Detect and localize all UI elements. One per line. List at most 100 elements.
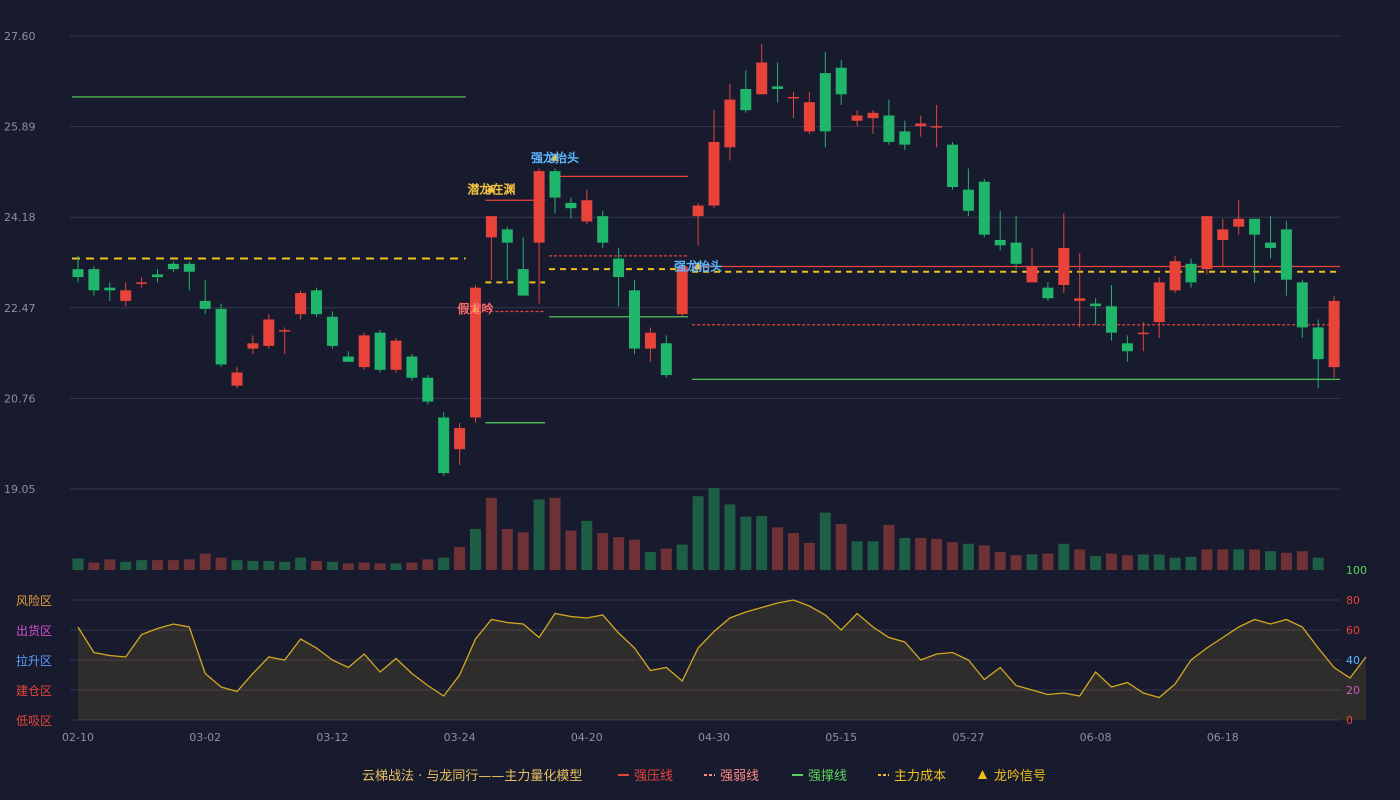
candle-body	[899, 131, 911, 145]
volume-bar	[1296, 551, 1308, 570]
volume-bar	[1106, 553, 1117, 570]
volume-bar	[772, 527, 784, 570]
candles	[72, 43, 1340, 476]
candle-body	[406, 356, 418, 378]
volume-bar	[1217, 549, 1229, 570]
volume-bars	[72, 488, 1324, 570]
osc-tick-label: 60	[1346, 624, 1360, 637]
candle-body	[1010, 242, 1022, 264]
candle-body	[1137, 332, 1149, 335]
candle-body	[708, 141, 720, 206]
volume-bar	[1169, 557, 1181, 570]
candle-body	[835, 67, 847, 95]
candle-body	[819, 73, 831, 132]
volume-bar	[788, 533, 799, 570]
volume-bar	[851, 541, 863, 570]
candle-body	[374, 332, 386, 370]
candle-body	[279, 330, 291, 332]
candle-body	[1074, 298, 1086, 301]
candle-body	[263, 319, 275, 346]
volume-bar	[819, 512, 831, 570]
legend-label: 强弱线	[720, 769, 759, 784]
volume-bar	[1026, 554, 1038, 570]
volume-bar	[501, 529, 513, 570]
zone-label: 风险区	[16, 593, 52, 608]
legend-label: 龙吟信号	[994, 768, 1046, 784]
signal-marker	[487, 184, 496, 193]
signal-label: 假龙吟	[457, 301, 493, 316]
date-tick-label: 05-27	[952, 731, 984, 744]
date-tick-label: 04-20	[571, 731, 603, 744]
date-tick-label: 06-18	[1207, 731, 1239, 744]
candle-body	[788, 96, 799, 99]
candle-body	[549, 171, 561, 198]
volume-bar	[326, 561, 338, 570]
osc-area	[78, 600, 1366, 720]
candle-body	[915, 123, 927, 127]
zone-label: 低吸区	[16, 714, 52, 728]
volume-bar	[803, 542, 815, 570]
volume-bar	[597, 533, 609, 570]
volume-bar	[247, 560, 259, 570]
candle-body	[772, 86, 784, 89]
candle-body	[1265, 242, 1276, 248]
candle-body	[517, 269, 529, 296]
candle-body	[167, 263, 179, 270]
price-tick-label: 27.60	[4, 30, 36, 43]
volume-bar	[724, 504, 736, 570]
candle-body	[104, 287, 116, 291]
volume-bar	[390, 563, 402, 570]
candle-body	[215, 308, 227, 365]
candle-body	[247, 343, 259, 349]
candle-body	[1026, 266, 1038, 283]
volume-bar	[629, 539, 640, 570]
volume-bar	[1042, 553, 1054, 570]
volume-bar	[947, 542, 958, 570]
volume-bar	[152, 560, 163, 570]
volume-bar	[676, 544, 688, 570]
volume-bar	[311, 560, 322, 570]
osc-tick-label: 40	[1346, 654, 1360, 667]
candle-body	[1042, 287, 1054, 299]
candle-body	[947, 144, 958, 187]
volume-bar	[1090, 556, 1102, 570]
candle-body	[1090, 303, 1102, 307]
volume-bar	[183, 559, 195, 570]
volume-bar	[835, 524, 847, 570]
volume-bar	[485, 497, 497, 570]
candle-body	[120, 290, 132, 301]
volume-bar	[120, 561, 132, 570]
date-tick-label: 03-12	[316, 731, 348, 744]
volume-bar	[581, 520, 593, 570]
candle-body	[644, 332, 656, 349]
zone-label: 拉升区	[16, 653, 52, 668]
volume-bar	[1201, 549, 1213, 570]
volume-bar	[295, 557, 307, 570]
volume-bar	[167, 560, 179, 570]
volume-bar	[470, 529, 481, 570]
candle-body	[994, 239, 1006, 246]
volume-bar	[1010, 555, 1022, 570]
volume-bar	[199, 553, 211, 570]
candle-body	[358, 335, 370, 368]
candle-body	[501, 229, 513, 243]
candle-body	[199, 300, 211, 309]
price-tick-label: 25.89	[4, 121, 36, 134]
candle-body	[962, 189, 974, 211]
candle-body	[565, 202, 577, 209]
volume-bar	[1265, 551, 1276, 570]
candle-body	[1249, 218, 1261, 235]
signal-marker	[694, 261, 703, 270]
volume-bar	[1280, 552, 1292, 570]
volume-bar	[263, 560, 275, 570]
volume-bar	[454, 547, 466, 570]
volume-bar	[104, 559, 116, 570]
candle-body	[422, 377, 434, 402]
candle-body	[231, 372, 243, 386]
volume-bar	[613, 537, 625, 570]
candle-body	[1328, 300, 1340, 368]
date-tick-label: 06-08	[1080, 731, 1112, 744]
